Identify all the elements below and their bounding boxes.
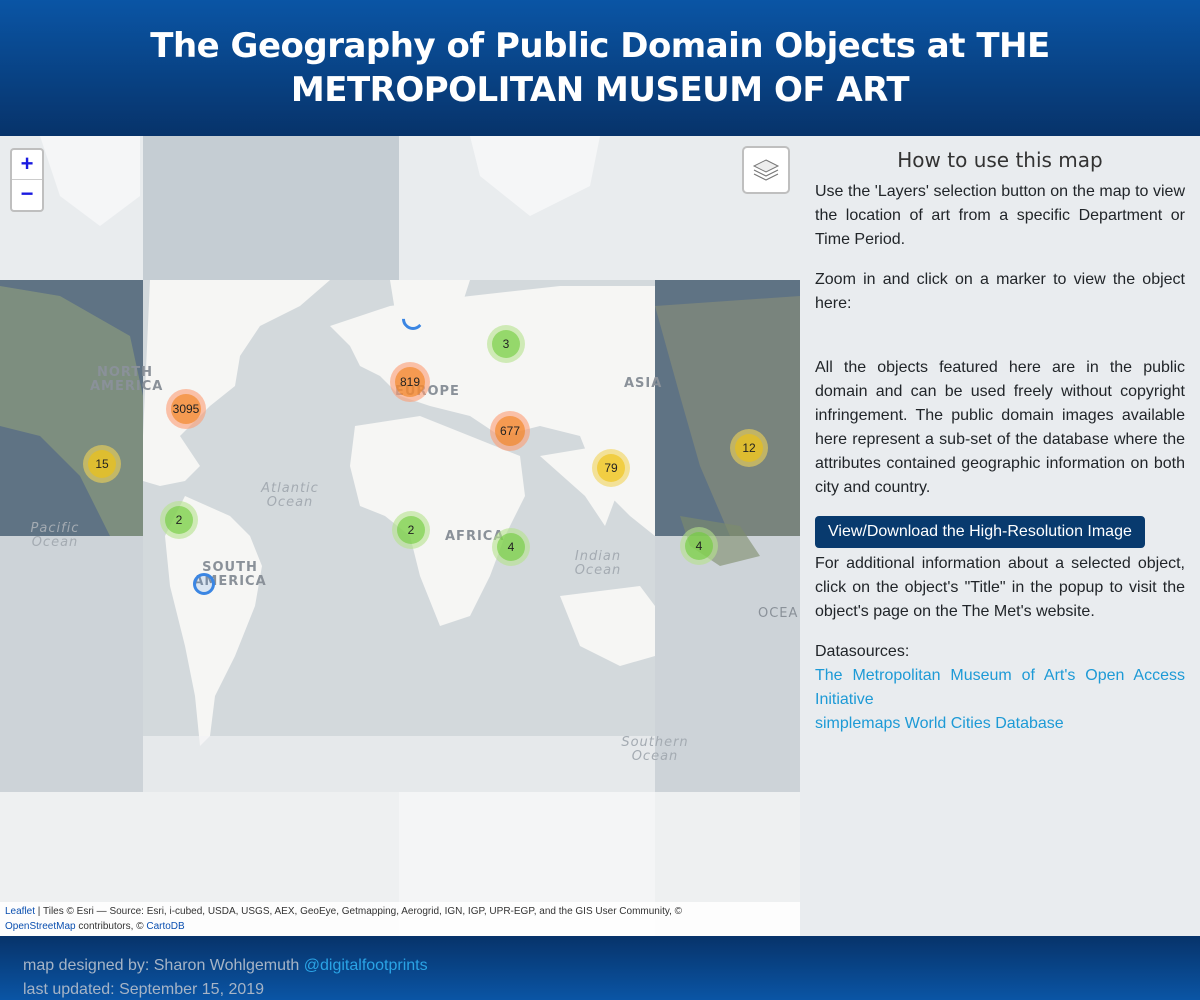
label-asia: ASIA: [624, 376, 663, 391]
leaflet-link[interactable]: Leaflet: [5, 906, 36, 917]
map-container[interactable]: + − NORTH AMERICA SOUTH AMERICA EUROPE A…: [0, 136, 800, 936]
cluster-marker[interactable]: 15: [83, 445, 121, 483]
tiles-attribution: | Tiles © Esri — Source: Esri, i-cubed, …: [35, 906, 683, 917]
map-basemap: [0, 136, 800, 936]
cluster-marker[interactable]: 819: [390, 362, 430, 402]
layers-button[interactable]: [742, 146, 790, 194]
cluster-marker[interactable]: 12: [730, 429, 768, 467]
sidebar-heading: How to use this map: [897, 148, 1103, 172]
cluster-count: 15: [88, 450, 116, 478]
cluster-count: 79: [597, 454, 625, 482]
cluster-marker[interactable]: 677: [490, 411, 530, 451]
zoom-control: + −: [10, 148, 44, 212]
label-africa: AFRICA: [445, 529, 505, 544]
zoom-in-button[interactable]: +: [12, 150, 42, 180]
label-indian-ocean: Indian Ocean: [574, 549, 622, 578]
label-pacific-ocean: Pacific Ocean: [30, 521, 80, 550]
cluster-count: 819: [395, 367, 425, 397]
public-domain-text: All the objects featured here are in the…: [815, 359, 1185, 496]
info-sidebar: How to use this map Use the 'Layers' sel…: [800, 136, 1200, 936]
label-north-america: NORTH AMERICA: [90, 365, 164, 394]
single-marker[interactable]: [193, 573, 215, 595]
cluster-marker[interactable]: 2: [392, 511, 430, 549]
instructions-zoom: Zoom in and click on a marker to view th…: [815, 271, 1185, 312]
cartodb-link[interactable]: CartoDB: [146, 921, 185, 932]
cluster-marker[interactable]: 4: [680, 527, 718, 565]
cluster-marker[interactable]: 2: [160, 501, 198, 539]
cluster-marker[interactable]: 3: [487, 325, 525, 363]
cluster-marker[interactable]: 4: [492, 528, 530, 566]
label-atlantic-ocean: Atlantic Ocean: [261, 481, 319, 510]
cluster-count: 3: [492, 330, 520, 358]
simplemaps-link[interactable]: simplemaps World Cities Database: [815, 715, 1064, 732]
zoom-out-button[interactable]: −: [20, 181, 34, 206]
cluster-count: 3095: [171, 394, 201, 424]
datasources-label: Datasources:: [815, 643, 910, 660]
page-title: The Geography of Public Domain Objects a…: [150, 26, 1050, 110]
layers-icon: [752, 159, 780, 181]
instructions-layers: Use the 'Layers' selection button on the…: [815, 183, 1185, 248]
cluster-count: 2: [165, 506, 193, 534]
label-southern-ocean: Southern Ocean: [621, 735, 689, 764]
last-updated: last updated: September 15, 2019: [23, 981, 265, 998]
cluster-count: 677: [495, 416, 525, 446]
cluster-count: 4: [685, 532, 713, 560]
osm-link[interactable]: OpenStreetMap: [5, 921, 76, 932]
label-ocean-partial: OCEA: [758, 606, 799, 621]
cluster-count: 2: [397, 516, 425, 544]
map-attribution: Leaflet | Tiles © Esri — Source: Esri, i…: [0, 902, 800, 936]
page-footer: map designed by: Sharon Wohlgemuth @digi…: [0, 936, 1200, 1000]
designer-credit: map designed by: Sharon Wohlgemuth: [23, 957, 304, 974]
cluster-marker[interactable]: 3095: [166, 389, 206, 429]
contributors-text: contributors, ©: [75, 921, 147, 932]
cluster-marker[interactable]: 79: [592, 449, 630, 487]
cluster-count: 4: [497, 533, 525, 561]
page-header: The Geography of Public Domain Objects a…: [0, 0, 1200, 136]
designer-handle-link[interactable]: @digitalfootprints: [303, 957, 428, 974]
cluster-count: 12: [735, 434, 763, 462]
download-image-button[interactable]: View/Download the High-Resolution Image: [815, 516, 1145, 548]
additional-info-text: For additional information about a selec…: [815, 555, 1185, 620]
met-open-access-link[interactable]: The Metropolitan Museum of Art's Open Ac…: [815, 667, 1185, 708]
